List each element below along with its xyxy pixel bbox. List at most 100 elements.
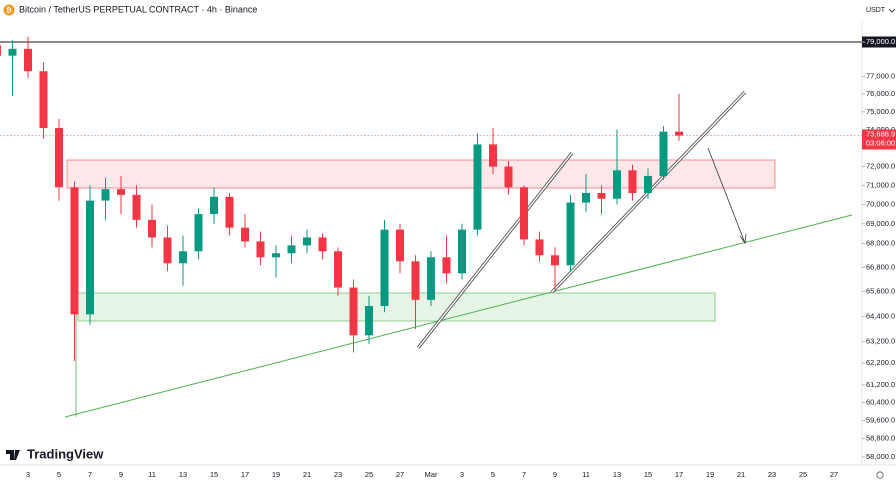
candle-body: [582, 192, 590, 203]
x-tick-label: 27: [830, 470, 838, 479]
coin-icon-glyph: ₿: [6, 6, 12, 14]
y-tick-label: 64,400.0: [866, 311, 895, 320]
y-tick-label: 58,000.0: [866, 452, 895, 461]
x-tick-label: 19: [272, 470, 280, 479]
x-tick-label: 25: [365, 470, 373, 479]
y-tick-label: 77,000.0: [866, 71, 895, 80]
arrow: [707, 147, 747, 245]
x-tick-label: 11: [148, 470, 156, 479]
candle-body: [489, 144, 497, 167]
x-tick-label: 19: [706, 470, 714, 479]
trend-line: [64, 214, 853, 418]
candle-body: [411, 261, 420, 300]
settings-icon[interactable]: [876, 471, 884, 479]
candle-body: [179, 251, 187, 264]
candle-body: [396, 229, 404, 262]
candle-body: [644, 175, 652, 193]
x-tick-label: 21: [303, 470, 311, 479]
candle-body: [566, 202, 575, 266]
candle-body: [24, 48, 32, 72]
candle-body: [70, 187, 79, 315]
candle-body: [427, 257, 435, 300]
candle-body: [272, 253, 280, 258]
x-tick-label: 17: [241, 470, 249, 479]
y-tick-label: 75,000.0: [866, 107, 895, 116]
candle-body: [0, 45, 1, 56]
last-price-box: [862, 129, 896, 150]
y-tick-label: 70,000.0: [866, 199, 895, 208]
y-tick-label: 68,000.0: [866, 238, 895, 247]
candle-body: [473, 144, 482, 230]
x-tick-label: 3: [26, 470, 30, 479]
candle-body: [318, 237, 327, 252]
candle-body: [117, 189, 125, 195]
x-tick-label: 15: [210, 470, 218, 479]
resistance-zone: [66, 159, 776, 189]
candle-body: [365, 306, 373, 336]
y-tick-label: 72,000.0: [866, 162, 895, 171]
candle-body: [551, 255, 559, 266]
x-tick-label: 13: [179, 470, 187, 479]
y-tick-label: 60,400.0: [866, 398, 895, 407]
candle-body: [148, 219, 156, 238]
candle-body: [613, 170, 621, 199]
y-tick-label: 66,800.0: [866, 262, 895, 271]
x-tick-label: Mar: [425, 470, 438, 479]
y-tick-label: 63,200.0: [866, 337, 895, 346]
candle-body: [55, 127, 63, 188]
y-tick-label: 65,600.0: [866, 287, 895, 296]
support-zone: [77, 292, 716, 322]
x-tick-label: 17: [675, 470, 683, 479]
x-tick-label: 11: [582, 470, 590, 479]
y-tick-label: 62,200.0: [866, 358, 895, 367]
y-tick-label: 71,000.0: [866, 180, 895, 189]
candle-body: [504, 166, 513, 188]
x-tick-label: 23: [768, 470, 776, 479]
x-tick-label: 15: [644, 470, 652, 479]
logo: TradingView: [6, 446, 104, 461]
candle-body: [210, 196, 218, 215]
currency[interactable]: USDT: [866, 7, 886, 14]
candle-body: [287, 245, 296, 254]
channel-line: [416, 152, 574, 349]
candle-body: [675, 131, 683, 136]
y-tick-label: 61,200.0: [866, 380, 895, 389]
x-tick-label: 5: [57, 470, 61, 479]
x-tick-label: 5: [491, 470, 495, 479]
last-price-label: 73,686.9: [866, 129, 895, 138]
x-tick-label: 23: [334, 470, 342, 479]
candle-body: [628, 170, 637, 193]
x-tick-label: 27: [396, 470, 404, 479]
candle-body: [458, 229, 466, 274]
y-tick-label: 76,000.0: [866, 89, 895, 98]
candle-body: [380, 229, 389, 307]
candle-body: [303, 237, 311, 246]
candle-body: [535, 239, 544, 256]
y-tick-label: 69,000.0: [866, 219, 895, 228]
candle-body: [225, 196, 234, 228]
candle-body: [8, 48, 17, 56]
candle-body: [101, 189, 110, 201]
candle-body: [86, 200, 94, 315]
x-tick-label: 13: [613, 470, 621, 479]
chart-title: Bitcoin / TetherUS PERPETUAL CONTRACT · …: [19, 4, 257, 14]
x-tick-label: 9: [119, 470, 123, 479]
candle-body: [349, 287, 358, 336]
x-tick-label: 7: [522, 470, 526, 479]
candle-body: [39, 71, 48, 128]
y-tick-label: 79,000.0: [866, 37, 895, 46]
currency-caret[interactable]: [888, 8, 896, 13]
x-tick-label: 25: [799, 470, 807, 479]
candle-body: [597, 192, 606, 199]
countdown: 03:06:00: [866, 138, 895, 147]
candle-body: [442, 257, 451, 274]
candle-body: [256, 241, 265, 258]
candle-body: [659, 131, 668, 176]
y-tick-label: 59,600.0: [866, 415, 895, 424]
logo-text: TradingView: [27, 446, 104, 461]
candle-body: [132, 194, 141, 220]
tick-label-bg: [862, 36, 896, 48]
